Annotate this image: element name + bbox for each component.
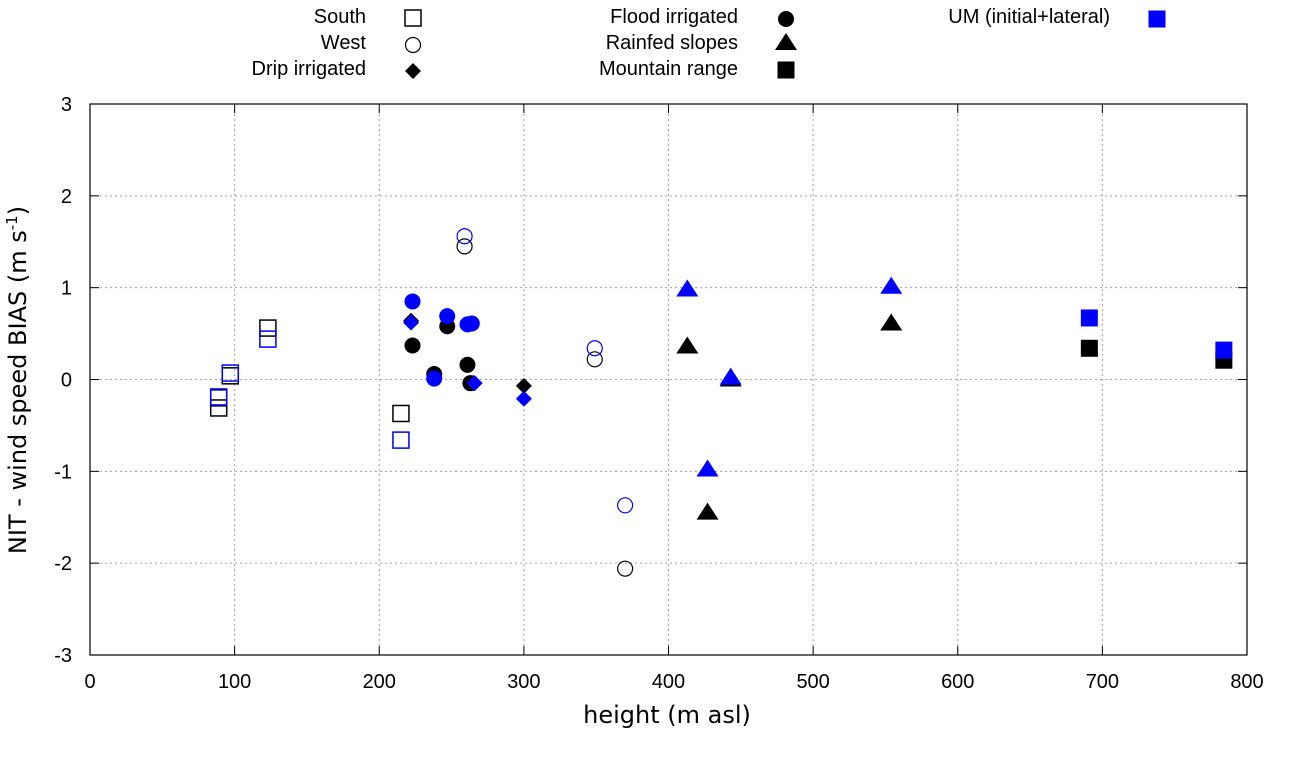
flood-irrigated-nit-point bbox=[404, 337, 421, 354]
west-nit-point bbox=[586, 351, 603, 368]
legend-marker-icon bbox=[778, 11, 794, 27]
rainfed-slopes-nit-point bbox=[880, 313, 903, 331]
flood-irrigated-um-point bbox=[404, 293, 421, 310]
drip-irrigated-nit-point bbox=[515, 377, 532, 394]
mountain-range-um-point bbox=[1080, 309, 1098, 327]
legend-marker-icon bbox=[777, 61, 795, 79]
y-tick-label: 2 bbox=[61, 186, 72, 208]
y-tick-label: -3 bbox=[54, 645, 72, 667]
legend-label: West bbox=[321, 32, 367, 54]
y-tick-label: 0 bbox=[61, 370, 72, 392]
legend-entry: Drip irrigated bbox=[252, 58, 421, 80]
rainfed-slopes-um-point bbox=[880, 276, 903, 294]
x-tick-label: 300 bbox=[507, 671, 540, 693]
y-tick-label: 3 bbox=[61, 94, 72, 116]
y-axis-label-main: NIT - wind speed BIAS (m s bbox=[4, 230, 32, 554]
legend-label: Flood irrigated bbox=[610, 6, 738, 28]
x-tick-label: 0 bbox=[84, 671, 95, 693]
y-tick-label: -2 bbox=[54, 553, 72, 575]
west-nit-point bbox=[617, 560, 634, 577]
y-tick-labels: -3 -2 -1 0 1 2 3 bbox=[54, 94, 72, 667]
legend-label: Rainfed slopes bbox=[606, 32, 738, 54]
rainfed-slopes-um-point bbox=[696, 459, 719, 477]
x-tick-label: 400 bbox=[652, 671, 685, 693]
west-um-point bbox=[456, 228, 473, 245]
x-tick-label: 800 bbox=[1230, 671, 1263, 693]
legend-label: Mountain range bbox=[599, 58, 738, 80]
legend: South West Drip irrigated Flood irrigated Ra… bbox=[252, 6, 1166, 80]
legend-entry: Rainfed slopes bbox=[606, 32, 797, 54]
west-nit-point bbox=[456, 238, 473, 255]
legend-entry: Flood irrigated bbox=[610, 6, 794, 28]
legend-entry: UM (initial+lateral) bbox=[948, 6, 1166, 28]
axis-ticks bbox=[89, 103, 1248, 656]
legend-marker-icon bbox=[405, 63, 421, 79]
south-um-point bbox=[392, 431, 410, 449]
x-tick-label: 600 bbox=[941, 671, 974, 693]
flood-irrigated-um-point bbox=[463, 315, 480, 332]
y-tick-label: -1 bbox=[54, 461, 72, 483]
y-axis-label-close: ) bbox=[4, 206, 32, 215]
x-tick-label: 500 bbox=[796, 671, 829, 693]
mountain-range-um-point bbox=[1215, 341, 1233, 359]
flood-irrigated-um-point bbox=[439, 308, 456, 325]
south-um-point bbox=[209, 388, 228, 406]
south-um-point bbox=[259, 330, 277, 348]
mountain-range-nit-point bbox=[1080, 339, 1098, 357]
legend-label: Drip irrigated bbox=[252, 58, 366, 80]
south-nit-point bbox=[259, 319, 277, 337]
drip-irrigated-um-point bbox=[403, 314, 420, 331]
x-tick-labels: 0 100 200 300 400 500 600 700 800 bbox=[84, 671, 1263, 693]
data-points bbox=[209, 228, 1233, 577]
legend-entry: West bbox=[321, 32, 422, 54]
south-nit-point bbox=[392, 404, 410, 423]
drip-irrigated-um-point bbox=[515, 390, 532, 407]
drip-irrigated-um-point bbox=[466, 375, 483, 392]
west-um-point bbox=[586, 340, 603, 357]
legend-marker-icon bbox=[775, 33, 797, 50]
legend-marker-icon bbox=[1148, 10, 1166, 28]
rainfed-slopes-um-point bbox=[719, 367, 742, 385]
legend-marker-icon bbox=[404, 9, 422, 27]
rainfed-slopes-nit-point bbox=[696, 502, 719, 520]
legend-label: UM (initial+lateral) bbox=[948, 6, 1110, 28]
legend-label: South bbox=[314, 6, 366, 28]
y-axis-label-superscript: -1 bbox=[3, 215, 21, 230]
south-nit-point bbox=[209, 399, 228, 417]
legend-entry: South bbox=[314, 6, 422, 28]
y-tick-label: 1 bbox=[61, 278, 72, 300]
south-um-point bbox=[221, 364, 240, 382]
south-nit-point bbox=[209, 389, 228, 407]
x-axis-label: height (m asl) bbox=[583, 701, 751, 729]
flood-irrigated-nit-point bbox=[459, 356, 476, 373]
legend-entry: Mountain range bbox=[599, 58, 795, 80]
x-tick-label: 100 bbox=[218, 671, 251, 693]
y-axis-label: NIT - wind speed BIAS (m s-1) bbox=[3, 206, 32, 554]
x-tick-label: 200 bbox=[363, 671, 396, 693]
rainfed-slopes-nit-point bbox=[676, 336, 699, 354]
flood-irrigated-um-point bbox=[426, 370, 443, 387]
west-um-point bbox=[617, 497, 634, 514]
x-tick-label: 700 bbox=[1086, 671, 1119, 693]
rainfed-slopes-um-point bbox=[676, 279, 699, 297]
grid bbox=[90, 104, 1247, 655]
legend-marker-icon bbox=[404, 36, 422, 54]
